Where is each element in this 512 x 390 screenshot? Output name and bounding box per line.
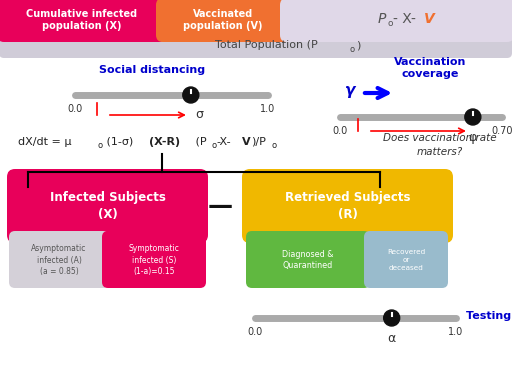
Text: o: o [211, 142, 216, 151]
Text: o: o [388, 20, 394, 28]
Circle shape [183, 87, 199, 103]
Text: - X-: - X- [393, 12, 416, 26]
FancyBboxPatch shape [246, 231, 370, 288]
Text: Social distancing: Social distancing [99, 65, 205, 75]
FancyBboxPatch shape [0, 32, 512, 58]
FancyBboxPatch shape [7, 169, 208, 243]
Text: (1-σ): (1-σ) [103, 137, 137, 147]
Text: o: o [271, 142, 276, 151]
FancyBboxPatch shape [102, 231, 206, 288]
Text: (X-R): (X-R) [149, 137, 180, 147]
Text: —: — [207, 194, 232, 218]
Text: Symptomatic
infected (S)
(1-a)=0.15: Symptomatic infected (S) (1-a)=0.15 [129, 245, 179, 276]
Circle shape [465, 109, 481, 125]
Text: (P: (P [192, 137, 207, 147]
FancyBboxPatch shape [242, 169, 453, 243]
Text: Vaccination
coverage: Vaccination coverage [394, 57, 466, 79]
Text: ): ) [356, 40, 360, 50]
Text: φ: φ [468, 131, 477, 145]
Text: Diagnosed &
Quarantined: Diagnosed & Quarantined [282, 250, 334, 270]
Text: Cumulative infected
population (X): Cumulative infected population (X) [27, 9, 138, 31]
Text: Does vaccination rate
matters?: Does vaccination rate matters? [383, 133, 497, 157]
Text: dX/dt = μ: dX/dt = μ [18, 137, 72, 147]
FancyBboxPatch shape [0, 0, 166, 42]
FancyBboxPatch shape [9, 231, 109, 288]
Text: Recovered
or
deceased: Recovered or deceased [387, 250, 425, 271]
Text: o: o [98, 142, 103, 151]
Text: 0.70: 0.70 [491, 126, 512, 136]
Text: 0.0: 0.0 [247, 327, 263, 337]
Text: V: V [424, 12, 435, 26]
FancyBboxPatch shape [280, 0, 512, 42]
Text: 0.0: 0.0 [332, 126, 348, 136]
Text: Vaccinated
population (V): Vaccinated population (V) [183, 9, 263, 31]
Text: V: V [242, 137, 251, 147]
Text: )/P: )/P [251, 137, 266, 147]
Text: P: P [378, 12, 387, 26]
Text: 0.0: 0.0 [68, 104, 82, 114]
Text: Retrieved Subjects
(R): Retrieved Subjects (R) [285, 191, 410, 221]
Text: Infected Subjects
(X): Infected Subjects (X) [50, 191, 165, 221]
Text: Testing effort: Testing effort [466, 311, 512, 321]
Text: σ: σ [195, 108, 203, 122]
Text: α: α [388, 333, 396, 346]
Text: -X-: -X- [216, 137, 230, 147]
FancyBboxPatch shape [364, 231, 448, 288]
Circle shape [383, 310, 400, 326]
Text: o: o [350, 44, 355, 53]
FancyBboxPatch shape [156, 0, 290, 42]
Text: 1.0: 1.0 [449, 327, 464, 337]
Text: γ: γ [345, 83, 355, 99]
Text: Asymptomatic
infected (A)
(a = 0.85): Asymptomatic infected (A) (a = 0.85) [31, 245, 87, 276]
Text: Total Population (P: Total Population (P [215, 40, 318, 50]
Text: 1.0: 1.0 [261, 104, 275, 114]
